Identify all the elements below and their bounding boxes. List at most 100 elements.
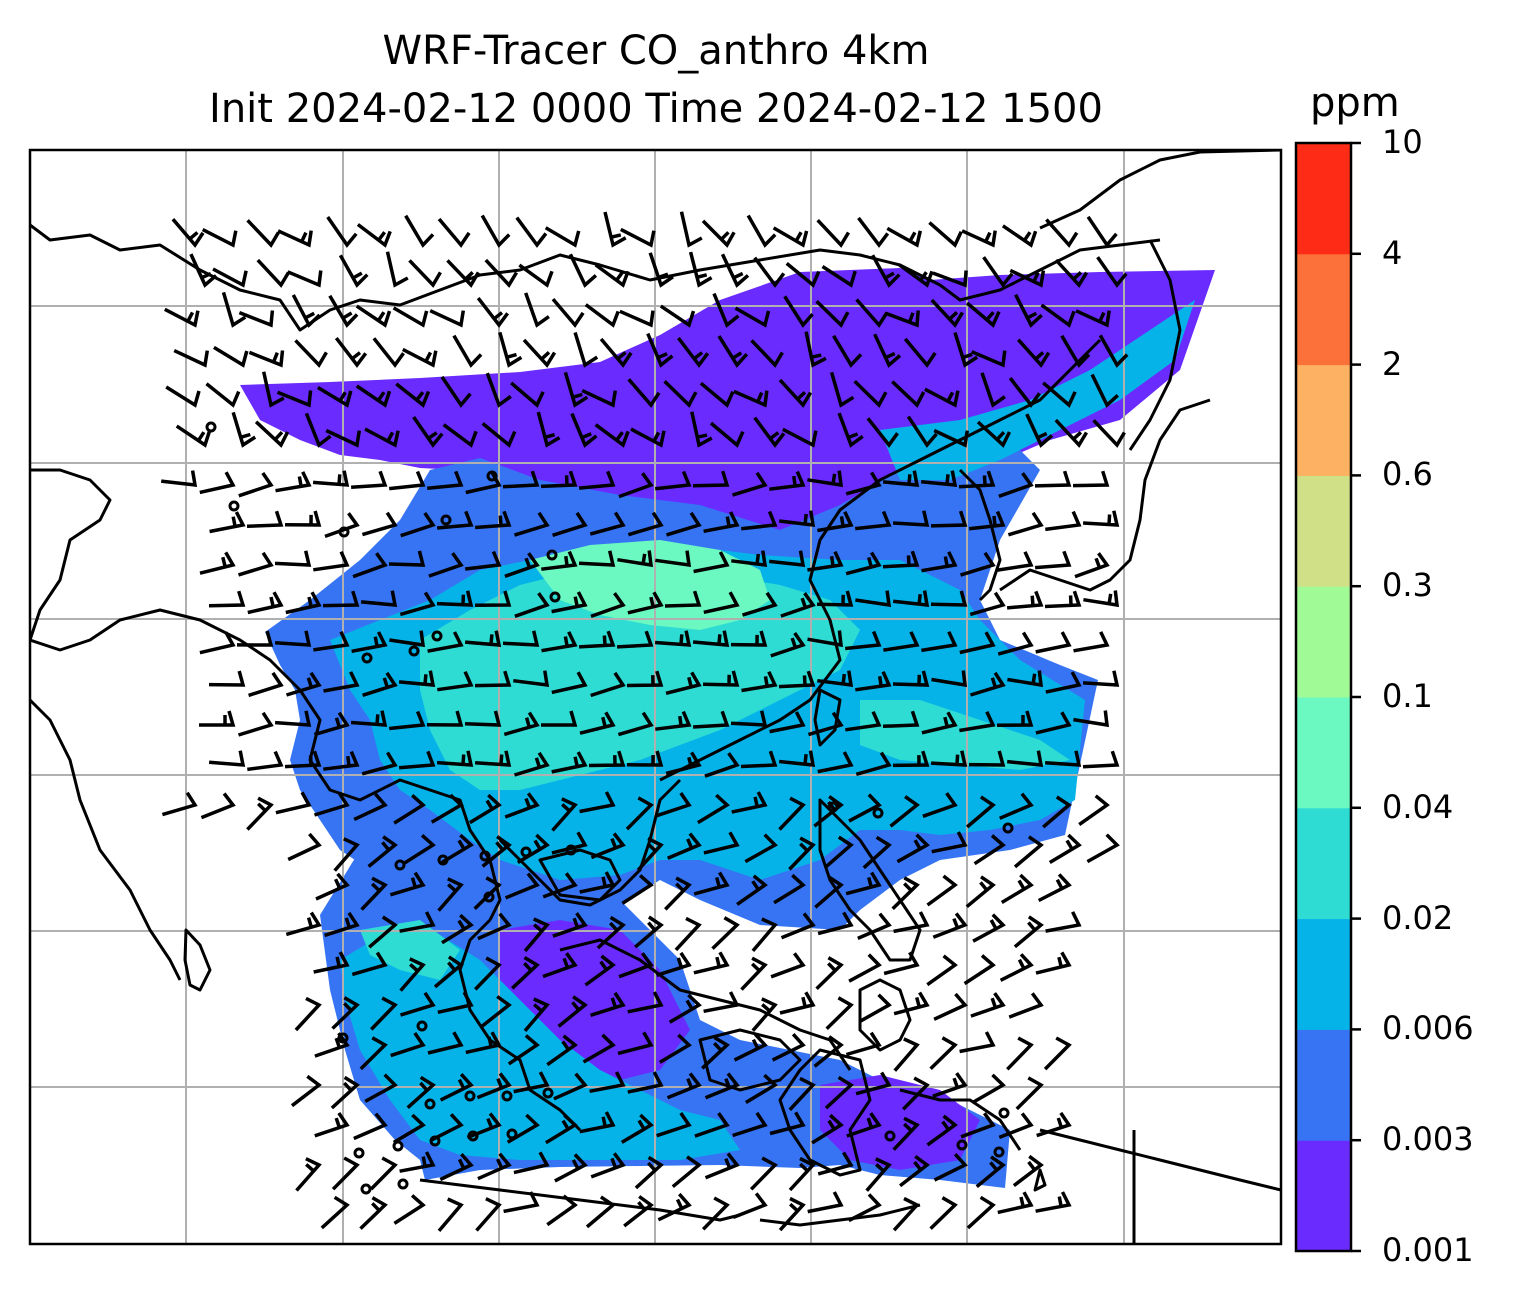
wind-barb: [771, 1033, 806, 1062]
wind-barb: [969, 671, 1006, 697]
wind-barb: [427, 631, 464, 653]
wind-barb: [476, 1072, 512, 1100]
wind-barb: [620, 1113, 654, 1144]
wind-barb: [1035, 631, 1072, 654]
wind-barb: [921, 551, 958, 573]
wind-barb: [892, 510, 930, 527]
wind-barb: [773, 873, 806, 905]
wind-barb: [1060, 334, 1091, 368]
wind-barb: [1008, 377, 1042, 408]
wind-barb: [355, 384, 392, 408]
wind-barb: [814, 875, 844, 909]
wind-barb: [175, 424, 212, 448]
wind-barb: [274, 710, 312, 727]
wind-barb: [627, 991, 664, 1014]
wind-barb: [1054, 418, 1089, 448]
wind-barb: [466, 1112, 502, 1140]
wind-barb: [389, 470, 426, 491]
wind-barb: [694, 1112, 730, 1138]
wind-barb: [975, 1155, 1006, 1189]
wind-barb: [618, 472, 654, 499]
wind-barb: [513, 1071, 550, 1094]
wind-barb: [557, 995, 588, 1028]
wind-barb: [804, 331, 827, 368]
wind-barb: [824, 1075, 854, 1110]
wind-barb: [236, 630, 274, 647]
wind-barb: [930, 510, 968, 528]
wind-barb: [1045, 911, 1082, 933]
wind-barb: [364, 1073, 398, 1103]
wind-barb: [845, 551, 882, 576]
wind-barb: [730, 710, 768, 727]
wind-barb: [437, 877, 464, 912]
wind-barb: [320, 1195, 350, 1230]
wind-barb: [1072, 470, 1110, 488]
wind-barb: [1015, 1076, 1044, 1111]
wind-barb: [248, 671, 284, 698]
wind-barb: [324, 512, 360, 539]
wind-barb: [655, 550, 692, 568]
wind-barb: [778, 670, 816, 689]
wind-barb: [389, 871, 426, 897]
wind-barb: [199, 551, 236, 575]
wind-barb: [704, 1152, 740, 1180]
wind-barb: [807, 550, 844, 572]
wind-barb: [295, 1157, 322, 1192]
wind-barb: [399, 1151, 436, 1173]
wind-barb: [200, 792, 236, 820]
wind-barb: [406, 1075, 436, 1110]
wind-barb: [476, 297, 510, 328]
wind-barb: [429, 309, 466, 328]
wind-barb: [926, 874, 958, 907]
wind-barb: [331, 1156, 360, 1191]
wind-barb: [161, 791, 198, 817]
wind-barb: [468, 793, 502, 825]
wind-barb: [1048, 833, 1082, 865]
wind-barb: [171, 218, 205, 248]
wind-barb: [626, 750, 664, 767]
wind-barb: [693, 951, 730, 975]
wind-barb: [886, 226, 923, 248]
wind-barb: [778, 796, 806, 831]
wind-barb: [965, 875, 996, 909]
wind-barb: [751, 997, 778, 1032]
wind-barb: [931, 670, 968, 688]
map-subtitle: Init 2024-02-12 0000 Time 2024-02-12 150…: [209, 86, 1103, 132]
wind-barb: [811, 1113, 844, 1145]
wind-barb: [588, 750, 626, 768]
wind-barb: [514, 592, 550, 618]
wind-barb: [817, 511, 854, 533]
wind-barb: [385, 251, 409, 288]
wind-barb: [1045, 218, 1079, 248]
colorbar-segment: [1296, 475, 1351, 587]
wind-barb: [665, 511, 702, 537]
wind-barb: [882, 550, 920, 569]
wind-barb: [275, 471, 312, 493]
wind-barb: [1034, 470, 1072, 488]
wind-barb: [399, 911, 436, 933]
wind-barb: [980, 372, 1006, 408]
wind-barb: [862, 835, 892, 870]
wind-barb: [323, 750, 360, 771]
wind-barb: [873, 333, 902, 368]
wind-barb: [693, 871, 730, 896]
wind-barb: [544, 226, 581, 248]
wind-barb: [368, 915, 398, 949]
wind-barb: [284, 510, 322, 527]
wind-barb: [846, 1112, 882, 1138]
wind-barb: [731, 791, 768, 814]
wind-barb: [400, 512, 436, 538]
wind-barb: [848, 793, 882, 823]
wind-barb: [931, 831, 968, 854]
wind-barb: [903, 337, 937, 368]
wind-barb: [1035, 1191, 1072, 1213]
wind-barb: [688, 251, 713, 288]
wind-barb: [998, 472, 1034, 498]
wind-barb: [961, 229, 997, 248]
wind-barb: [736, 874, 768, 906]
wind-barb: [541, 550, 578, 571]
wind-barb: [1001, 224, 1038, 248]
wind-barb: [1037, 873, 1072, 903]
wind-barb: [350, 710, 388, 727]
wind-barb: [546, 1034, 578, 1067]
